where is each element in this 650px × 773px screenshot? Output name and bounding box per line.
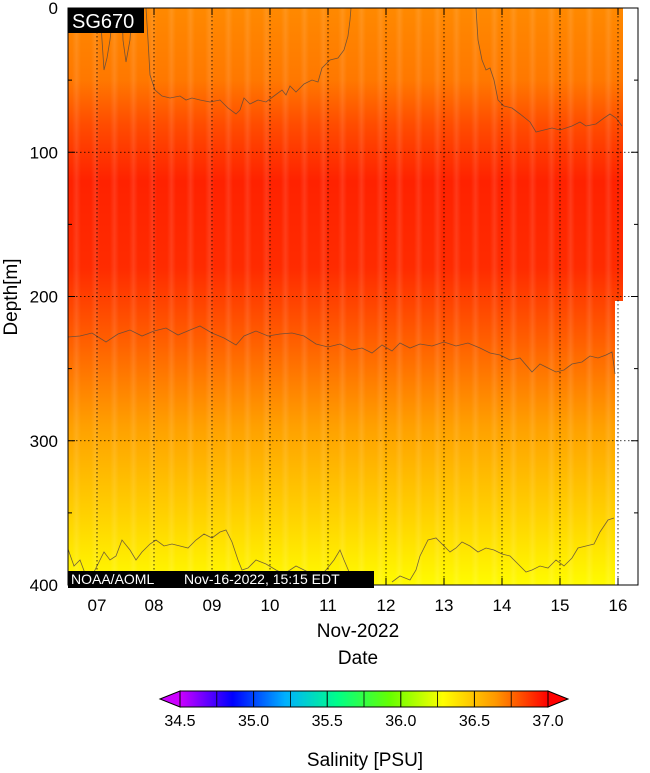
colorbar-ticks: 34.5 35.0 35.5 36.0 36.5 37.0 [164, 691, 564, 730]
colorbar-under-arrow [158, 690, 181, 708]
colorbar-tick-label: 36.5 [459, 713, 490, 730]
footer-tag-bg [68, 571, 374, 588]
profile-stripe [414, 8, 423, 585]
profile-stripe [110, 8, 119, 585]
colorbar-tick-label: 34.5 [164, 713, 195, 730]
x-tick-label: 16 [609, 596, 628, 615]
colorbar-tick-label: 36.0 [385, 713, 416, 730]
x-tick-label: 09 [203, 596, 222, 615]
profile-stripe [319, 8, 328, 585]
x-tick-label: 14 [493, 596, 512, 615]
title-tag-bg [68, 8, 144, 33]
profile-stripe [395, 8, 404, 585]
profile-stripe [490, 8, 499, 585]
profile-stripe [262, 8, 271, 585]
profile-stripe [186, 8, 195, 585]
y-axis-ticks: 0 100 200 300 400 [30, 0, 638, 595]
y-tick-label: 200 [30, 288, 58, 307]
chart-title: SG670 [72, 11, 134, 33]
footer-source: NOAA/AOML [71, 571, 154, 587]
y-tick-label: 400 [30, 576, 58, 595]
colorbar-title: Salinity [PSU] [307, 750, 423, 771]
y-tick-label: 300 [30, 432, 58, 451]
y-tick-label: 0 [49, 0, 58, 18]
y-axis-title: Depth[m] [1, 258, 22, 335]
colorbar-tick-label: 37.0 [532, 713, 563, 730]
footer-timestamp: Nov-16-2022, 15:15 EDT [184, 571, 340, 587]
profile-stripe [243, 8, 252, 585]
x-axis-ticks: 07 08 09 10 11 12 13 14 15 16 [88, 8, 628, 615]
x-tick-label: 12 [377, 596, 396, 615]
profile-stripe [566, 8, 575, 585]
profile-stripe [547, 8, 556, 585]
x-tick-label: 11 [319, 596, 337, 615]
colorbar: 34.5 35.0 35.5 36.0 36.5 37.0 [158, 690, 570, 730]
profile-stripe [338, 8, 347, 585]
colorbar-tick-label: 35.0 [238, 713, 269, 730]
x-tick-label: 13 [435, 596, 454, 615]
x-tick-label: 07 [88, 596, 107, 615]
x-axis-month: Nov-2022 [317, 621, 399, 642]
grid-lines [68, 8, 638, 585]
x-axis-title: Date [338, 648, 378, 669]
x-tick-label: 10 [261, 596, 280, 615]
contour-line-middle [67, 325, 616, 375]
profile-stripe [167, 8, 176, 585]
contour-line-upper [99, 7, 623, 133]
x-tick-label: 08 [145, 596, 164, 615]
colorbar-over-arrow [547, 690, 570, 708]
profile-stripe [91, 8, 100, 585]
colorbar-tick-label: 35.5 [312, 713, 343, 730]
x-tick-label: 15 [551, 596, 570, 615]
y-tick-label: 100 [30, 143, 58, 162]
profile-stripe [471, 8, 480, 585]
